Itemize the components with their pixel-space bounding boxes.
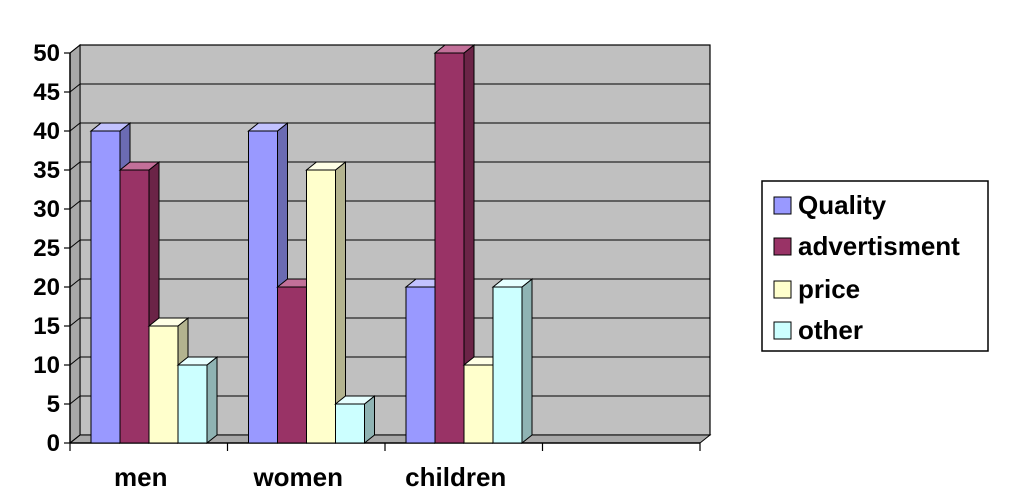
bar-side (521, 277, 533, 445)
x-category-labels: men women children (114, 462, 506, 492)
bar-front (177, 364, 208, 444)
legend-label-other: other (798, 315, 863, 345)
legend: Quality advertisment price other (761, 180, 989, 352)
bars (89, 43, 534, 445)
bar-front (90, 130, 121, 444)
bar-front (335, 403, 365, 444)
bar-side (206, 355, 218, 445)
y-tick-label: 35 (33, 157, 60, 184)
y-tick-label: 30 (33, 196, 60, 223)
gridline-side (69, 395, 81, 405)
y-tick-label: 15 (33, 313, 60, 340)
gridline-side (69, 161, 81, 171)
y-tick-label: 5 (47, 391, 60, 418)
legend-label-quality: Quality (798, 190, 887, 220)
legend-swatch-quality (773, 196, 792, 215)
bar-other-men (176, 355, 219, 445)
bar-front (434, 52, 465, 444)
gridline-side (69, 83, 81, 93)
gridline-side (69, 317, 81, 327)
y-tick-label: 20 (33, 274, 60, 301)
bar-front (119, 169, 150, 444)
legend-swatch-other (773, 321, 792, 340)
bar-front (306, 169, 336, 444)
bar-front (148, 325, 179, 444)
legend-swatch-advertisment (773, 237, 792, 256)
y-tick-label: 0 (47, 430, 60, 457)
bar-front (463, 364, 494, 444)
gridline-side (69, 356, 81, 366)
bar-front (248, 130, 278, 444)
x-category-label: children (405, 462, 506, 492)
gridline-side (69, 200, 81, 210)
y-tick-label: 10 (33, 352, 60, 379)
legend-label-advertisment: advertisment (798, 231, 960, 261)
bar-front (277, 286, 307, 444)
gridline-side (69, 44, 81, 54)
y-tick-label: 45 (33, 79, 60, 106)
y-tick-label: 40 (33, 118, 60, 145)
gridline-side (69, 434, 81, 444)
bar-other-children (491, 277, 534, 445)
bar-price-women (305, 160, 347, 445)
x-category-label: men (114, 462, 167, 492)
gridline-side (69, 122, 81, 132)
x-category-label: women (252, 462, 343, 492)
legend-label-price: price (798, 274, 860, 304)
y-tick-label: 50 (33, 40, 60, 67)
legend-swatch-price (773, 280, 792, 299)
bar-front (405, 286, 436, 444)
legend-box (761, 180, 989, 352)
gridline-side (69, 239, 81, 249)
bar-other-women (334, 394, 376, 445)
bar-front (492, 286, 523, 444)
y-tick-labels: 0 5 10 15 20 25 30 35 40 45 50 (33, 40, 60, 457)
y-tick-label: 25 (33, 235, 60, 262)
gridline-side (69, 278, 81, 288)
